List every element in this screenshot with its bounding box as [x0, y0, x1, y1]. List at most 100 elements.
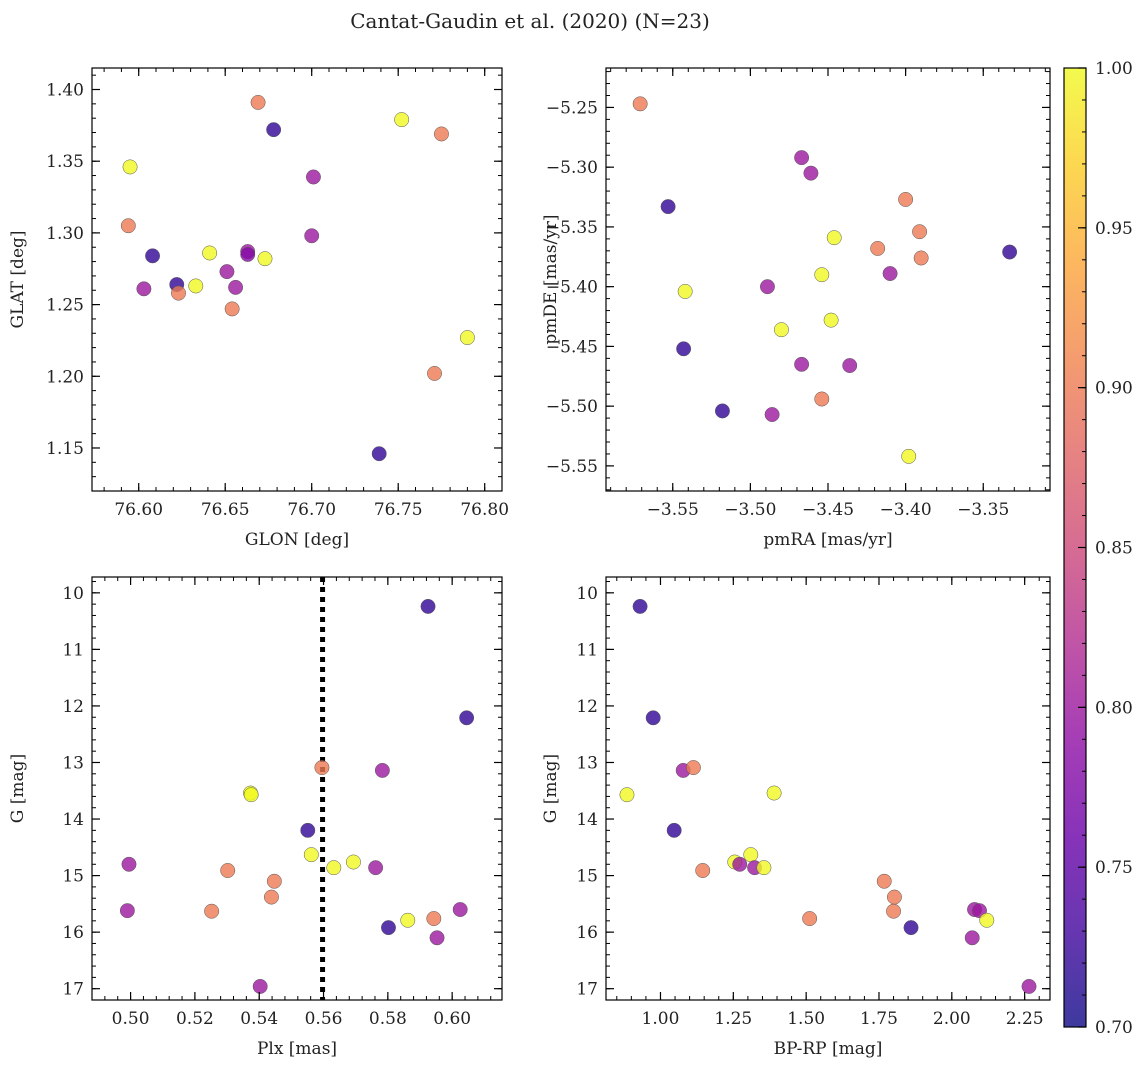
y-axis-label: G [mag] — [541, 754, 561, 823]
data-point — [756, 860, 772, 876]
data-point — [814, 391, 830, 407]
x-tick-label: 1.25 — [714, 1009, 752, 1029]
data-point — [645, 710, 661, 726]
y-tick-label: 1.40 — [46, 81, 84, 101]
y-tick-label: 15 — [62, 867, 84, 887]
y-tick-label: 11 — [62, 640, 84, 660]
data-point — [300, 822, 316, 838]
colorbar-tick-label: 1.00 — [1095, 59, 1133, 79]
y-axis-label: GLAT [deg] — [8, 230, 28, 328]
data-point — [345, 854, 361, 870]
data-point — [266, 122, 282, 138]
data-point — [886, 903, 902, 919]
data-point — [898, 191, 914, 207]
scatter-panel-3: 0.50 0.52 0.54 0.56 0.58 0.60 10 11 12 13 14 15 16 17… — [8, 576, 503, 1059]
data-point — [394, 112, 410, 128]
data-point — [228, 279, 244, 295]
data-point — [266, 873, 282, 889]
data-point — [743, 847, 759, 863]
data-point — [420, 598, 436, 614]
data-point — [913, 250, 929, 266]
y-axis-label: G [mag] — [8, 754, 28, 823]
x-tick-label: −3.50 — [724, 500, 776, 520]
data-point — [202, 245, 218, 261]
x-tick-label: 0.54 — [240, 1009, 278, 1029]
data-point — [434, 126, 449, 142]
x-axis-label: Plx [mas] — [257, 1039, 337, 1059]
y-tick-label: −5.50 — [546, 397, 598, 417]
data-point — [120, 218, 136, 234]
data-points — [632, 96, 1018, 464]
x-tick-label: −3.55 — [647, 500, 699, 520]
data-point — [400, 912, 416, 928]
y-tick-label: 13 — [62, 753, 84, 773]
data-point — [204, 903, 220, 919]
data-point — [676, 341, 692, 357]
data-point — [145, 248, 160, 264]
colorbar-fill — [1064, 68, 1086, 1027]
data-point — [964, 930, 980, 946]
x-tick-label: 2.00 — [933, 1009, 971, 1029]
data-point — [368, 860, 384, 876]
y-tick-label: 16 — [62, 923, 84, 943]
data-point — [1021, 978, 1037, 994]
data-point — [660, 199, 676, 215]
data-point — [870, 240, 886, 256]
data-point — [695, 863, 711, 878]
data-point — [842, 358, 858, 373]
data-point — [794, 356, 810, 372]
colorbar: 0.70 0.75 0.80 0.85 0.90 0.95 1.00 — [1063, 59, 1133, 1038]
data-point — [121, 856, 137, 872]
data-point — [374, 762, 390, 778]
y-tick-label: 10 — [576, 584, 598, 604]
y-tick-label: −5.45 — [546, 337, 598, 357]
x-tick-label: 0.58 — [369, 1009, 407, 1029]
y-tick-label: 12 — [576, 697, 598, 717]
plot-frame — [605, 576, 1051, 1001]
data-point — [1002, 244, 1018, 260]
y-tick-label: 15 — [576, 867, 598, 887]
plot-frame — [91, 67, 503, 492]
y-tick-label: 14 — [62, 810, 84, 830]
data-point — [452, 902, 468, 917]
data-point — [371, 446, 387, 462]
data-point — [886, 889, 902, 905]
data-point — [714, 403, 730, 419]
colorbar-tick-label: 0.85 — [1095, 539, 1133, 559]
data-point — [901, 448, 917, 464]
colorbar-tick-label: 0.70 — [1095, 1018, 1133, 1038]
data-point — [326, 860, 342, 876]
colorbar-tick-label: 0.95 — [1095, 219, 1133, 239]
panels: 76.60 76.65 76.70 76.75 76.80 1.15 1.20 1.25 1.3… — [8, 67, 1051, 1059]
data-point — [732, 856, 748, 872]
x-tick-label: 0.60 — [433, 1009, 471, 1029]
x-tick-label: 1.50 — [787, 1009, 825, 1029]
data-point — [882, 266, 898, 281]
x-tick-label: 0.56 — [305, 1009, 343, 1029]
y-tick-label: 10 — [62, 584, 84, 604]
data-point — [685, 760, 701, 776]
y-tick-label: −5.30 — [546, 158, 598, 178]
x-tick-label: −3.45 — [802, 500, 854, 520]
data-point — [876, 873, 892, 889]
y-tick-label: 1.30 — [46, 224, 84, 244]
data-point — [619, 787, 635, 803]
data-point — [240, 246, 256, 262]
y-tick-label: 1.25 — [46, 296, 84, 316]
y-tick-label: −5.40 — [546, 278, 598, 298]
data-point — [304, 228, 320, 244]
scatter-panel-1: 76.60 76.65 76.70 76.75 76.80 1.15 1.20 1.25 1.3… — [8, 67, 509, 550]
y-tick-label: 12 — [62, 697, 84, 717]
x-axis-label: pmRA [mas/yr] — [763, 530, 892, 550]
data-point — [677, 283, 693, 299]
data-point — [459, 710, 475, 726]
data-point — [803, 165, 819, 181]
y-axis-label: pmDE [mas/yr] — [541, 214, 561, 344]
x-axis-label: GLON [deg] — [245, 530, 349, 550]
y-tick-label: 1.15 — [46, 439, 84, 459]
x-tick-label: 0.50 — [112, 1009, 150, 1029]
data-point — [136, 281, 152, 297]
data-point — [119, 903, 135, 919]
data-point — [252, 978, 268, 994]
